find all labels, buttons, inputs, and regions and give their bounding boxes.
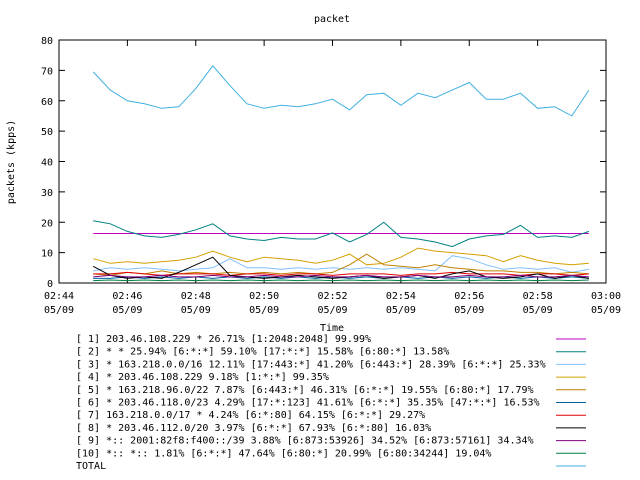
x-tick-label-time: 02:56 <box>454 291 484 302</box>
y-tick-label: 70 <box>41 66 53 77</box>
x-tick-label-time: 02:46 <box>112 291 142 302</box>
x-tick-label-date: 05/09 <box>454 305 484 316</box>
y-tick-label: 60 <box>41 97 53 108</box>
legend-label: [ 4] * 203.46.108.229 9.18% [1:*:*] 99.3… <box>76 372 329 383</box>
x-tick-label-time: 02:44 <box>44 291 74 302</box>
series-line-8 <box>92 256 589 279</box>
series-line-11 <box>92 65 590 117</box>
x-tick-label-date: 05/09 <box>591 305 621 316</box>
y-tick-label: 0 <box>47 279 53 290</box>
x-axis-ticks: 02:44 05/09 02:46 05/09 02:48 05/09 02:50 05/09… <box>44 40 621 316</box>
legend-label: [ 7] 163.218.0.0/17 * 4.24% [6:*:80] 64.… <box>76 410 425 421</box>
x-tick-label-time: 02:52 <box>317 291 347 302</box>
legend-label: [ 6] * 203.46.118.0/23 4.29% [17:*:123] … <box>76 398 540 409</box>
legend-label: [ 3] * 163.218.0.0/16 12.11% [17:443:*] … <box>76 359 546 370</box>
x-axis-label: Time <box>320 323 344 334</box>
x-tick-label-time: 02:58 <box>523 291 553 302</box>
legend-label: [ 2] * * 25.94% [6:*:*] 59.10% [17:*:*] … <box>76 347 449 358</box>
x-tick-label-date: 05/09 <box>249 305 279 316</box>
chart-title: packet <box>314 14 350 25</box>
y-tick-label: 20 <box>41 218 53 229</box>
x-tick-label-date: 05/09 <box>317 305 347 316</box>
legend: [ 1] 203.46.108.229 * 26.71% [1:2048:204… <box>76 334 586 472</box>
x-tick-label-date: 05/09 <box>386 305 416 316</box>
x-tick-label-date: 05/09 <box>112 305 142 316</box>
x-tick-label-time: 02:50 <box>249 291 279 302</box>
y-tick-label: 50 <box>41 127 53 138</box>
plot-frame <box>58 39 607 284</box>
x-tick-label-date: 05/09 <box>523 305 553 316</box>
x-tick-label-time: 02:48 <box>181 291 211 302</box>
legend-label: [ 5] * 163.218.96.0/22 7.87% [6:443:*] 4… <box>76 385 534 396</box>
series-line-4 <box>93 247 589 266</box>
y-tick-label: 40 <box>41 158 53 169</box>
y-tick-label: 80 <box>41 36 53 47</box>
series-line-7 <box>93 271 589 276</box>
y-tick-label: 30 <box>41 188 53 199</box>
x-tick-label-time: 02:54 <box>386 291 416 302</box>
legend-label: [ 8] * 203.46.112.0/20 3.97% [6:*:*] 67.… <box>76 423 431 434</box>
series-line-9 <box>93 274 589 278</box>
y-axis-ticks: 0 10 20 30 40 50 60 70 80 <box>41 36 606 290</box>
x-tick-label-date: 05/09 <box>44 305 74 316</box>
series-line-10 <box>93 279 589 282</box>
y-tick-label: 10 <box>41 249 53 260</box>
series-lines <box>92 65 590 282</box>
legend-label: TOTAL <box>76 461 106 472</box>
legend-label: [10] *:: *:: 1.81% [6:*:*] 47.64% [6:80:… <box>76 448 491 459</box>
y-axis-label: packets (kpps) <box>6 120 17 204</box>
series-line-2 <box>93 220 590 248</box>
legend-label: [ 1] 203.46.108.229 * 26.71% [1:2048:204… <box>76 334 371 345</box>
legend-label: [ 9] *:: 2001:82f8:f400::/39 3.88% [6:87… <box>76 436 534 447</box>
x-tick-label-time: 03:00 <box>591 291 621 302</box>
x-tick-label-date: 05/09 <box>181 305 211 316</box>
